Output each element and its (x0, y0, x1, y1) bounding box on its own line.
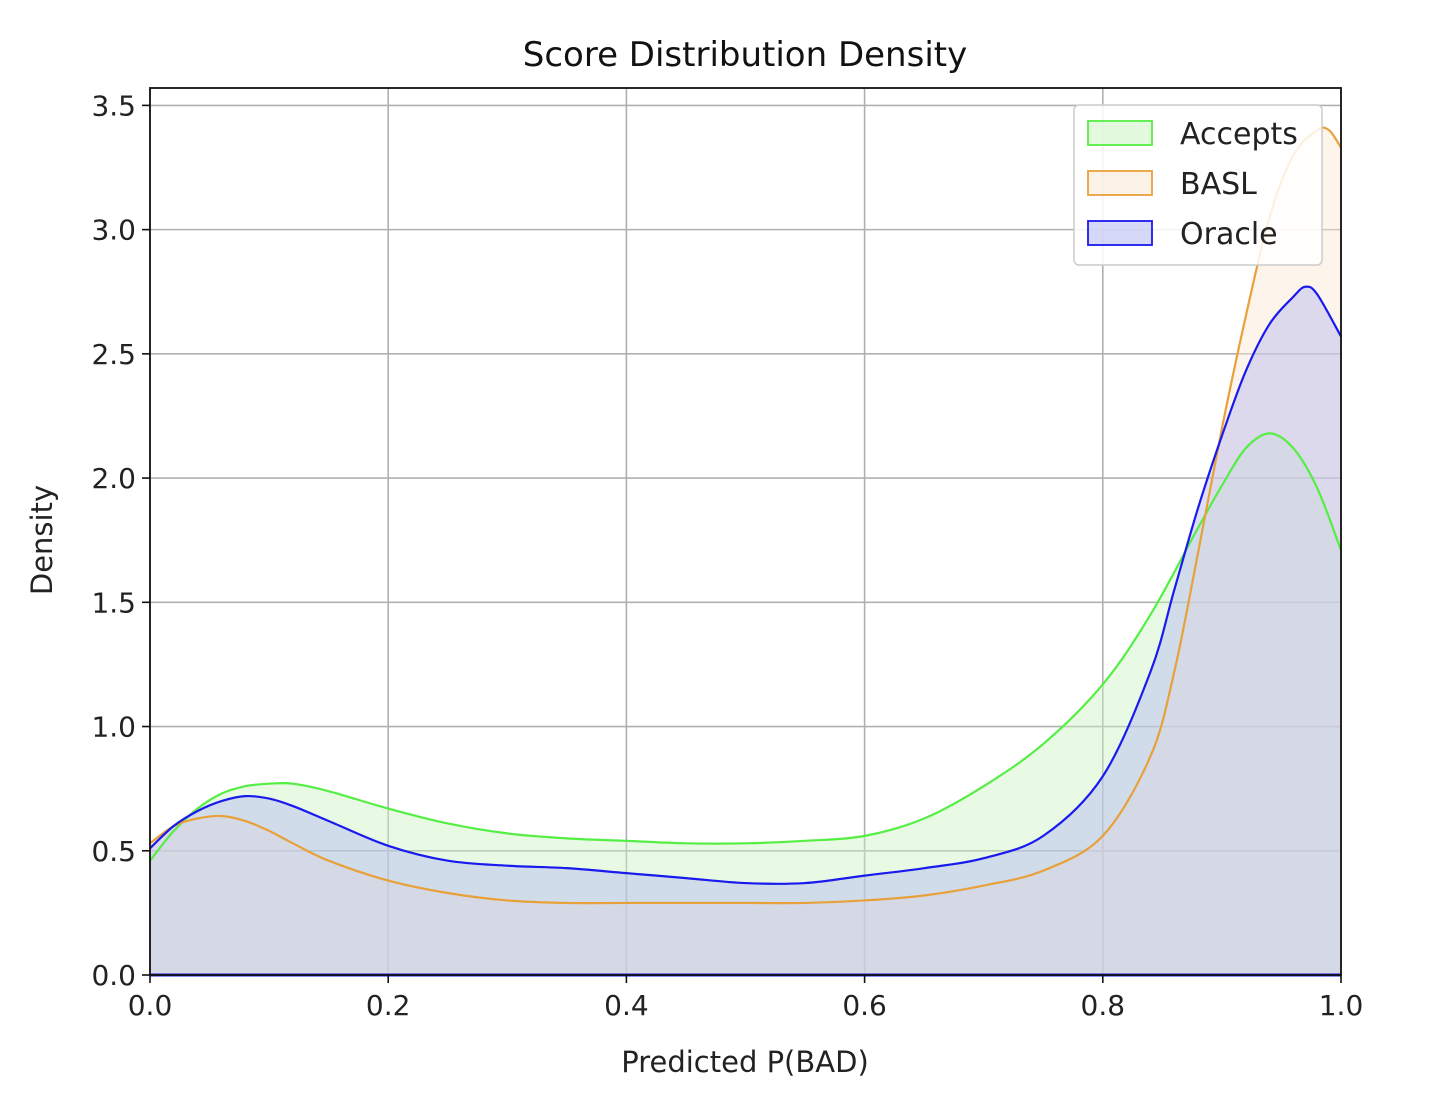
x-tick-label: 1.0 (1319, 989, 1364, 1022)
y-tick-label: 1.0 (91, 711, 136, 744)
legend-label-oracle: Oracle (1180, 217, 1278, 252)
x-tick-label: 0.2 (366, 989, 411, 1022)
accepts-area (150, 433, 1341, 975)
density-fills (150, 127, 1341, 975)
y-tick-label: 3.0 (91, 214, 136, 247)
x-tick-label: 0.0 (128, 989, 173, 1022)
x-tick-label: 0.4 (604, 989, 649, 1022)
y-axis-title: Density (25, 485, 59, 595)
x-tick-label: 0.6 (842, 989, 887, 1022)
x-axis: 0.0 0.2 0.4 0.6 0.8 1.0 (128, 975, 1364, 1022)
legend-label-basl: BASL (1180, 167, 1257, 202)
y-axis: 0.0 0.5 1.0 1.5 2.0 2.5 3.0 3.5 (91, 89, 150, 992)
legend: Accepts BASL Oracle (1073, 104, 1323, 266)
density-lines (149, 126, 1343, 905)
y-tick-label: 0.5 (91, 835, 136, 868)
legend-swatch-oracle (1087, 220, 1153, 246)
legend-swatch-accepts (1087, 120, 1153, 146)
y-tick-label: 1.5 (91, 586, 136, 619)
x-tick-label: 0.8 (1081, 989, 1126, 1022)
y-tick-label: 2.0 (91, 462, 136, 495)
legend-label-accepts: Accepts (1180, 117, 1298, 152)
chart-title: Score Distribution Density (523, 35, 967, 75)
oracle-area (150, 286, 1341, 975)
x-axis-title: Predicted P(BAD) (621, 1045, 869, 1079)
legend-swatch-basl (1087, 170, 1153, 196)
y-tick-label: 0.0 (91, 959, 136, 992)
y-tick-label: 3.5 (91, 89, 136, 122)
basl-line (149, 126, 1342, 905)
basl-area (150, 127, 1341, 975)
plot-frame (149, 87, 1342, 976)
y-tick-label: 2.5 (91, 338, 136, 371)
oracle-line (149, 285, 1342, 885)
accepts-line (149, 432, 1343, 862)
